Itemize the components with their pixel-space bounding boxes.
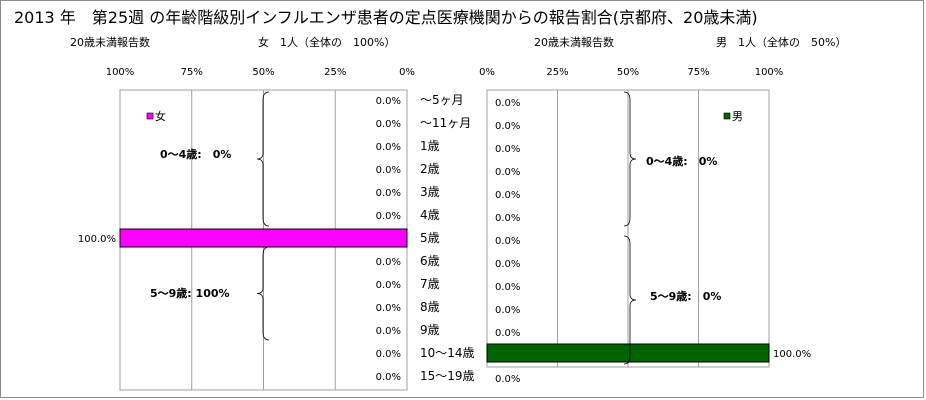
male-count-label: 20歳未満報告数 [534, 36, 614, 49]
male-bar [486, 343, 770, 363]
female-value-label: 0.0% [376, 142, 401, 153]
male-x-tick-label: 75% [687, 67, 709, 78]
female-5-9-brace [256, 246, 270, 341]
age-category-label: 2歳 [420, 162, 440, 176]
male-group-5-9-label: 5～9歳: 0% [650, 289, 721, 303]
age-category-label: 3歳 [420, 185, 440, 199]
female-legend-swatch [146, 112, 154, 120]
age-category-label: 4歳 [420, 208, 440, 222]
female-value-label: 0.0% [376, 119, 401, 130]
male-5-9-brace [623, 235, 637, 365]
female-value-label: 0.0% [376, 211, 401, 222]
female-bar [119, 228, 408, 248]
age-category-label: 15～19歳 [420, 369, 475, 383]
female-legend-label: 女 [155, 109, 166, 123]
chart-title: 2013 年 第25週 の年齢階級別インフルエンザ患者の定点医療機関からの報告割… [14, 8, 758, 27]
female-value-label: 0.0% [376, 372, 401, 383]
age-category-label: 5歳 [420, 231, 440, 245]
male-legend-swatch [723, 112, 731, 120]
male-x-tick-label: 25% [546, 67, 568, 78]
age-category-label: 7歳 [420, 277, 440, 291]
male-value-label: 0.0% [495, 213, 520, 224]
male-value-label: 0.0% [495, 167, 520, 178]
female-count-label: 20歳未満報告数 [70, 36, 150, 49]
female-group-0-4-label: 0～4歳: 0% [160, 147, 231, 161]
male-0-4-brace [623, 91, 637, 227]
female-value-label: 0.0% [376, 96, 401, 107]
male-value-label: 0.0% [495, 259, 520, 270]
male-value-label: 100.0% [773, 349, 811, 360]
age-category-label: ～5ヶ月 [420, 93, 464, 107]
female-group-5-9-label: 5～9歳: 100% [150, 286, 230, 300]
male-x-tick-label: 50% [617, 67, 639, 78]
age-category-label: 1歳 [420, 139, 440, 153]
female-value-label: 100.0% [78, 234, 116, 245]
age-category-label: 8歳 [420, 300, 440, 314]
female-value-label: 0.0% [376, 303, 401, 314]
female-value-label: 0.0% [376, 349, 401, 360]
male-value-label: 0.0% [495, 144, 520, 155]
male-summary: 男 1人（全体の 50%） [716, 36, 847, 49]
female-x-tick-label: 25% [324, 67, 346, 78]
male-value-label: 0.0% [495, 328, 520, 339]
female-0-4-brace [256, 91, 270, 227]
female-value-label: 0.0% [376, 165, 401, 176]
female-value-label: 0.0% [376, 326, 401, 337]
female-x-tick-label: 0% [399, 67, 415, 78]
male-group-0-4-label: 0～4歳: 0% [646, 154, 717, 168]
male-value-label: 0.0% [495, 282, 520, 293]
male-value-label: 0.0% [495, 190, 520, 201]
female-x-tick-label: 75% [181, 67, 203, 78]
female-x-tick-label: 50% [252, 67, 274, 78]
age-category-label: 10～14歳 [420, 346, 475, 360]
female-value-label: 0.0% [376, 257, 401, 268]
female-x-tick-label: 100% [106, 67, 135, 78]
male-x-tick-label: 0% [479, 67, 495, 78]
male-value-label: 0.0% [495, 98, 520, 109]
age-category-label: ～11ヶ月 [420, 116, 471, 130]
female-value-label: 0.0% [376, 188, 401, 199]
male-x-tick-label: 100% [755, 67, 784, 78]
male-value-label: 0.0% [495, 236, 520, 247]
age-category-label: 6歳 [420, 254, 440, 268]
female-summary: 女 1人（全体の 100%） [258, 36, 396, 49]
male-value-label: 0.0% [495, 374, 520, 385]
male-legend-label: 男 [732, 110, 743, 123]
age-category-label: 9歳 [420, 323, 440, 337]
male-value-label: 0.0% [495, 305, 520, 316]
female-value-label: 0.0% [376, 280, 401, 291]
male-value-label: 0.0% [495, 121, 520, 132]
